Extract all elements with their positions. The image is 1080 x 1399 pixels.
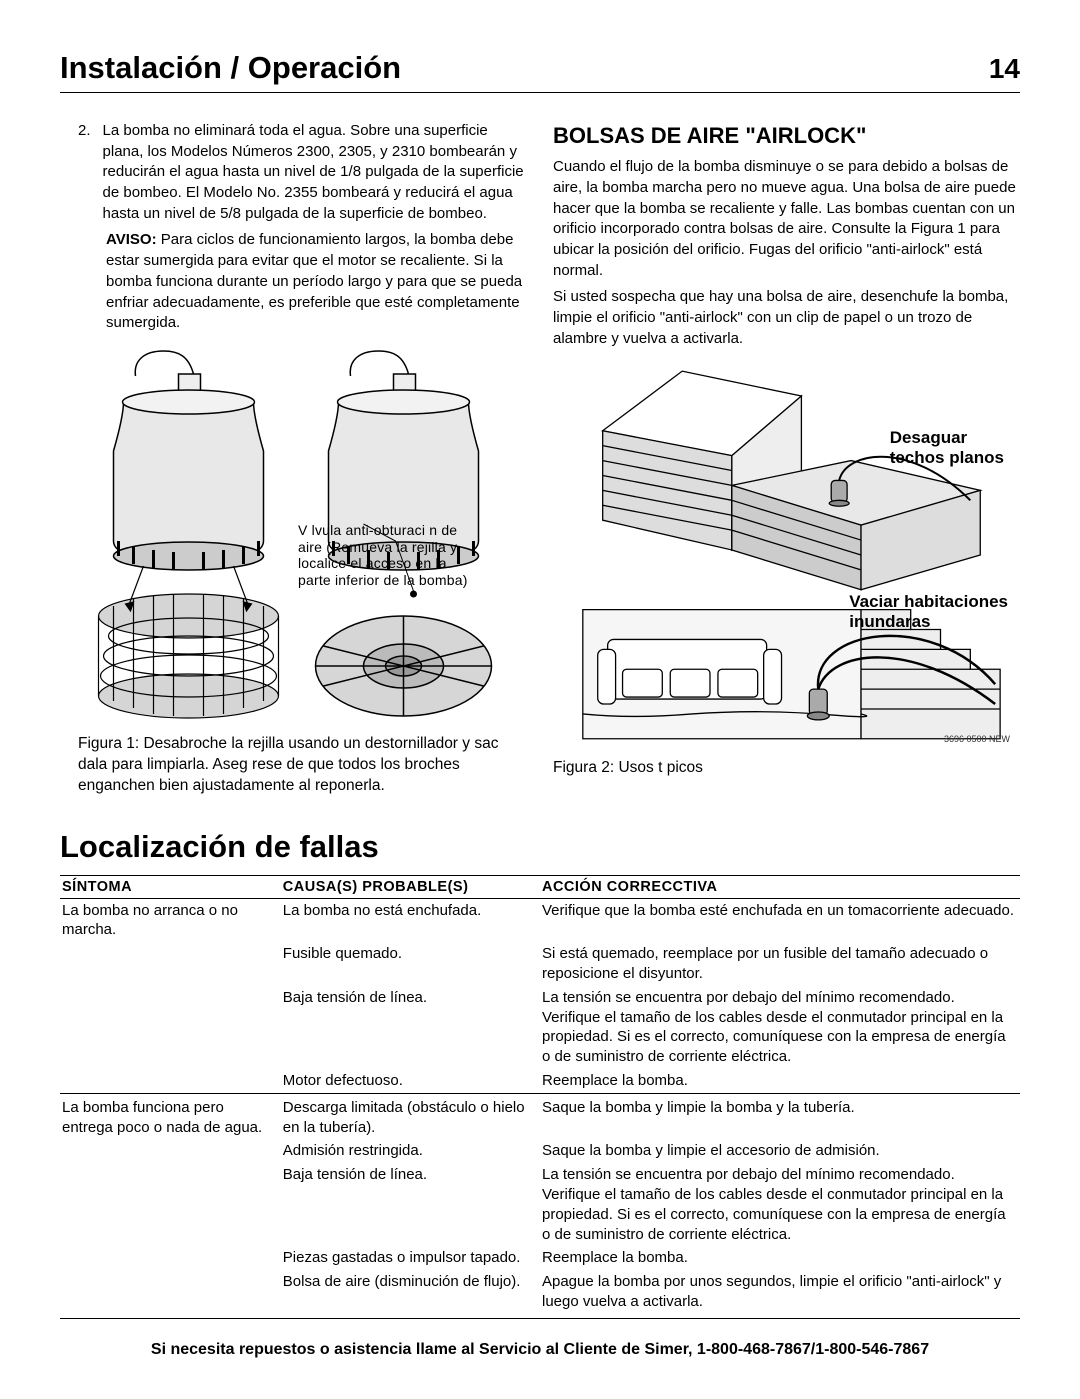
cell-symptom: La bomba no arranca o no marcha.: [60, 898, 281, 942]
figure-2-caption: Figura 2: Usos t picos: [553, 758, 1020, 779]
cell-symptom: [60, 986, 281, 1069]
aviso-label: AVISO:: [106, 231, 157, 248]
table-row: Fusible quemado.Si está quemado, reempla…: [60, 942, 1020, 986]
th-symptom: SÍNTOMA: [60, 875, 281, 898]
cell-cause: Baja tensión de línea.: [281, 1163, 540, 1246]
cell-symptom: [60, 1246, 281, 1270]
table-row: La bomba no arranca o no marcha.La bomba…: [60, 898, 1020, 942]
cell-cause: Bolsa de aire (disminución de flujo).: [281, 1270, 540, 1318]
cell-symptom: [60, 1270, 281, 1318]
figure-2-label-roof: Desaguar techos planos: [890, 428, 1004, 469]
list-item-2: 2. La bomba no eliminará toda el agua. S…: [60, 121, 527, 224]
list-text: La bomba no eliminará toda el agua. Sobr…: [103, 121, 527, 224]
cell-action: Saque la bomba y limpie el accesorio de …: [540, 1139, 1020, 1163]
cell-cause: Fusible quemado.: [281, 942, 540, 986]
figure-2-label-room: Vaciar habitaciones inundaras: [849, 592, 1008, 633]
th-action: ACCIÓN CORRECCTIVA: [540, 875, 1020, 898]
figure-2-code: 3696 0500 NEW: [944, 733, 1010, 745]
table-row: Baja tensión de línea.La tensión se encu…: [60, 986, 1020, 1069]
figure-1: V lvula anti-obturaci n de aire (Remueva…: [60, 346, 527, 726]
left-column: 2. La bomba no eliminará toda el agua. S…: [60, 121, 527, 797]
cell-cause: Baja tensión de línea.: [281, 986, 540, 1069]
table-row: Motor defectuoso.Reemplace la bomba.: [60, 1069, 1020, 1093]
cell-action: Si está quemado, reemplace por un fusibl…: [540, 942, 1020, 986]
table-header-row: SÍNTOMA CAUSA(S) PROBABLE(S) ACCIÓN CORR…: [60, 875, 1020, 898]
airlock-para-2: Si usted sospecha que hay una bolsa de a…: [553, 287, 1020, 349]
content-columns: 2. La bomba no eliminará toda el agua. S…: [60, 121, 1020, 797]
aviso-notice: AVISO: Para ciclos de funcionamiento lar…: [60, 230, 527, 333]
header-title: Instalación / Operación: [60, 50, 401, 86]
cell-action: La tensión se encuentra por debajo del m…: [540, 1163, 1020, 1246]
cell-action: Verifique que la bomba esté enchufada en…: [540, 898, 1020, 942]
figure-2: Desaguar techos planos Vaciar habitacion…: [553, 350, 1020, 750]
cell-action: Reemplace la bomba.: [540, 1246, 1020, 1270]
footer-help-line: Si necesita repuestos o asistencia llame…: [60, 1341, 1020, 1359]
th-cause: CAUSA(S) PROBABLE(S): [281, 875, 540, 898]
figure-1-caption: Figura 1: Desabroche la rejilla usando u…: [60, 734, 527, 797]
cell-cause: Piezas gastadas o impulsor tapado.: [281, 1246, 540, 1270]
troubleshooting-title: Localización de fallas: [60, 829, 1020, 865]
table-row: Piezas gastadas o impulsor tapado.Reempl…: [60, 1246, 1020, 1270]
table-row: Bolsa de aire (disminución de flujo).Apa…: [60, 1270, 1020, 1318]
cell-action: Saque la bomba y limpie la bomba y la tu…: [540, 1093, 1020, 1139]
airlock-para-1: Cuando el flujo de la bomba disminuye o …: [553, 157, 1020, 281]
cell-cause: Admisión restringida.: [281, 1139, 540, 1163]
cell-symptom: [60, 1139, 281, 1163]
cell-action: La tensión se encuentra por debajo del m…: [540, 986, 1020, 1069]
cell-symptom: La bomba funciona pero entrega poco o na…: [60, 1093, 281, 1139]
cell-cause: Motor defectuoso.: [281, 1069, 540, 1093]
cell-cause: Descarga limitada (obstáculo o hielo en …: [281, 1093, 540, 1139]
page-number: 14: [989, 53, 1020, 85]
page-header: Instalación / Operación 14: [60, 50, 1020, 93]
aviso-text: Para ciclos de funcionamiento largos, la…: [106, 231, 522, 331]
figure-1-callout: V lvula anti-obturaci n de aire (Remueva…: [298, 522, 468, 589]
table-row: La bomba funciona pero entrega poco o na…: [60, 1093, 1020, 1139]
table-row: Baja tensión de línea.La tensión se encu…: [60, 1163, 1020, 1246]
airlock-heading: BOLSAS DE AIRE "AIRLOCK": [553, 121, 1020, 151]
usage-diagram-svg: [553, 350, 1020, 750]
cell-symptom: [60, 1163, 281, 1246]
cell-action: Apague la bomba por unos segundos, limpi…: [540, 1270, 1020, 1318]
cell-action: Reemplace la bomba.: [540, 1069, 1020, 1093]
cell-symptom: [60, 942, 281, 986]
table-row: Admisión restringida.Saque la bomba y li…: [60, 1139, 1020, 1163]
cell-symptom: [60, 1069, 281, 1093]
troubleshooting-table: SÍNTOMA CAUSA(S) PROBABLE(S) ACCIÓN CORR…: [60, 875, 1020, 1319]
cell-cause: La bomba no está enchufada.: [281, 898, 540, 942]
list-number: 2.: [78, 121, 91, 224]
right-column: BOLSAS DE AIRE "AIRLOCK" Cuando el flujo…: [553, 121, 1020, 797]
